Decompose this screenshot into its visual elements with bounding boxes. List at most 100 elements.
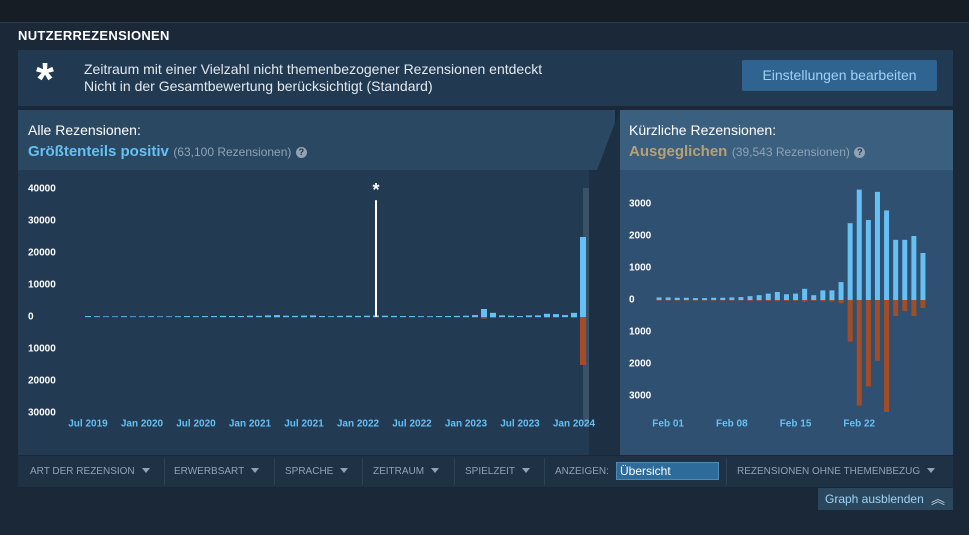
- bar: [499, 315, 505, 317]
- bar: [692, 298, 698, 300]
- overall-plot-bg: [18, 170, 615, 455]
- bar: [702, 298, 708, 300]
- banner-text: Zeitraum mit einer Vielzahl nicht themen…: [84, 61, 543, 77]
- bar: [94, 316, 100, 317]
- bar: [346, 315, 352, 317]
- filter-dropdown[interactable]: ERWERBSART: [174, 466, 260, 477]
- bar: [793, 300, 799, 301]
- bar: [166, 316, 172, 317]
- bar: [490, 312, 496, 317]
- help-icon[interactable]: ?: [854, 147, 866, 158]
- bar: [874, 191, 880, 300]
- x-tick-label: Feb 22: [843, 419, 875, 430]
- banner-icon: *: [36, 53, 54, 105]
- filter-dropdown[interactable]: REZENSIONEN OHNE THEMENBEZUG: [737, 466, 936, 477]
- bar: [211, 316, 217, 317]
- summary-rating[interactable]: Größtenteils positiv: [28, 143, 169, 160]
- hide-graph-button[interactable]: Graph ausblenden ︽: [818, 488, 953, 510]
- bar: [139, 316, 145, 317]
- bar: [391, 315, 397, 317]
- bar: [674, 297, 680, 300]
- bar: [292, 315, 298, 317]
- bar: [920, 300, 926, 308]
- bar: [729, 297, 735, 300]
- y-tick-label: 20000: [28, 248, 56, 259]
- bar: [409, 316, 415, 317]
- bar: [175, 316, 181, 317]
- bar: [490, 317, 496, 318]
- bar: [756, 295, 762, 300]
- bar: [847, 223, 853, 300]
- bar: [911, 236, 917, 300]
- bar: [310, 315, 316, 317]
- bar: [811, 295, 817, 300]
- bar: [902, 239, 908, 300]
- filter-bar: ART DER REZENSION ERWERBSART SPRACHE ZEI…: [18, 456, 953, 487]
- summary-rating[interactable]: Ausgeglichen: [629, 143, 728, 160]
- bar: [774, 300, 780, 302]
- bar: [811, 300, 817, 301]
- offtopic-banner: * Zeitraum mit einer Vielzahl nicht them…: [18, 50, 953, 106]
- bar: [157, 316, 163, 317]
- bar: [184, 316, 190, 317]
- filter-dropdown[interactable]: ART DER REZENSION: [30, 466, 150, 477]
- bar: [202, 316, 208, 317]
- bar: [481, 309, 487, 317]
- bar: [893, 239, 899, 300]
- x-tick-label: Jul 2019: [68, 419, 108, 430]
- x-tick-label: Jan 2024: [553, 419, 596, 430]
- help-icon[interactable]: ?: [295, 147, 307, 158]
- bar: [229, 316, 235, 317]
- bar: [463, 315, 469, 317]
- bar: [793, 293, 799, 300]
- x-tick-label: Jan 2022: [337, 419, 380, 430]
- filter-dropdown[interactable]: ZEITRAUM: [373, 466, 440, 477]
- bar: [820, 300, 826, 302]
- bar: [580, 317, 586, 365]
- bar: [720, 297, 726, 300]
- bar: [121, 316, 127, 317]
- bar: [674, 300, 680, 301]
- bar: [301, 317, 307, 318]
- bar: [683, 300, 689, 301]
- display-select[interactable]: Übersicht: [616, 462, 719, 480]
- y-tick-label: 0: [629, 295, 635, 306]
- bar: [337, 315, 343, 317]
- bar: [884, 300, 890, 412]
- bar: [526, 315, 532, 317]
- section-title: NUTZERREZENSIONEN: [18, 28, 170, 43]
- y-tick-label: 1000: [629, 263, 652, 274]
- bar: [328, 316, 334, 317]
- x-tick-label: Jan 2020: [121, 419, 164, 430]
- x-tick-label: Jul 2020: [176, 419, 216, 430]
- bar: [364, 315, 370, 317]
- filter-dropdown[interactable]: SPRACHE: [285, 466, 349, 477]
- bar: [454, 315, 460, 317]
- bar: [517, 316, 523, 317]
- bar: [553, 317, 559, 318]
- bar: [247, 315, 253, 317]
- bar: [656, 300, 662, 301]
- bar: [783, 294, 789, 300]
- bar: [692, 300, 698, 301]
- bar: [865, 220, 871, 300]
- bar: [711, 297, 717, 300]
- bar: [310, 317, 316, 318]
- banner-text: Nicht in der Gesamtbewertung berücksicht…: [84, 78, 433, 94]
- y-tick-label: 3000: [629, 391, 652, 402]
- bar: [193, 316, 199, 317]
- bar: [355, 315, 361, 317]
- y-tick-label: 2000: [629, 231, 652, 242]
- settings-button[interactable]: Einstellungen bearbeiten: [742, 60, 937, 91]
- bar: [418, 316, 424, 317]
- y-tick-label: 10000: [28, 344, 56, 355]
- bar: [902, 300, 908, 312]
- bar: [747, 300, 753, 301]
- filter-label: SPIELZEIT: [465, 466, 516, 477]
- filter-dropdown[interactable]: SPIELZEIT: [465, 466, 531, 477]
- x-tick-label: Feb 15: [780, 419, 812, 430]
- recent-plot-bg: [620, 170, 953, 455]
- bar: [738, 297, 744, 300]
